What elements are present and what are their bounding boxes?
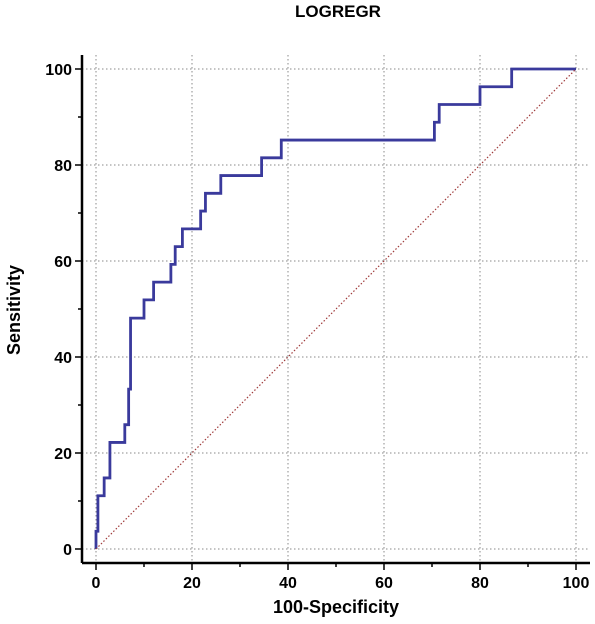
y-tick-label-60: 60	[54, 254, 72, 271]
y-tick-label-100: 100	[45, 62, 72, 79]
y-tick-label-80: 80	[54, 158, 72, 175]
y-tick-label-40: 40	[54, 350, 72, 367]
y-tick-label-0: 0	[63, 542, 72, 559]
y-tick-labels: 0 20 40 60 80 100	[45, 62, 72, 559]
tick-marks	[75, 68, 577, 570]
x-tick-label-80: 80	[471, 575, 489, 592]
y-axis-label: Sensitivity	[4, 265, 24, 355]
chart-title: LOGREGR	[295, 2, 381, 21]
x-tick-label-100: 100	[563, 575, 590, 592]
roc-curve-line	[94, 67, 576, 549]
x-tick-labels: 0 20 40 60 80 100	[92, 575, 590, 592]
x-tick-label-0: 0	[92, 575, 101, 592]
x-axis-label: 100-Specificity	[273, 597, 399, 617]
x-tick-label-40: 40	[279, 575, 297, 592]
x-tick-label-20: 20	[183, 575, 201, 592]
series-group	[94, 67, 577, 550]
y-tick-label-20: 20	[54, 446, 72, 463]
x-tick-label-60: 60	[375, 575, 393, 592]
reference-diagonal-line	[95, 68, 577, 550]
